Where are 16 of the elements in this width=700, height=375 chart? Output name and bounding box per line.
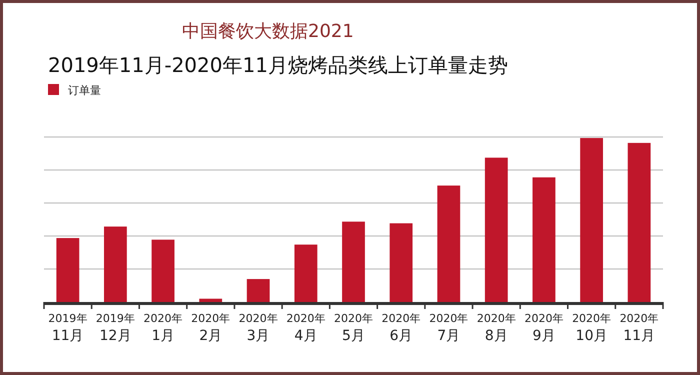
x-tick-label: 2020年 11月: [620, 312, 659, 344]
x-tick-label: 2019年 11月: [48, 312, 88, 344]
chart-subtitle: 2019年11月-2020年11月烧烤品类线上订单量走势: [48, 53, 508, 77]
x-tick-label: 2020年 4月: [286, 312, 326, 344]
x-tick-label: 2020年 8月: [476, 312, 516, 344]
x-tick-label: 2020年 5月: [334, 312, 373, 344]
x-tick-label: 2020年 2月: [191, 312, 230, 344]
x-tick-label: 2020年 3月: [238, 312, 278, 344]
chart-title: 中国餐饮大数据2021: [182, 21, 354, 42]
legend-label: 订单量: [68, 84, 101, 97]
x-tick-label: 2020年 1月: [144, 312, 183, 344]
x-tick-label: 2019年 12月: [96, 312, 135, 344]
x-tick-label: 2020年 10月: [572, 312, 612, 344]
x-tick-label: 2020年 9月: [524, 312, 564, 344]
x-tick-label: 2020年 6月: [382, 312, 421, 344]
x-tick-label: 2020年 7月: [429, 312, 468, 344]
